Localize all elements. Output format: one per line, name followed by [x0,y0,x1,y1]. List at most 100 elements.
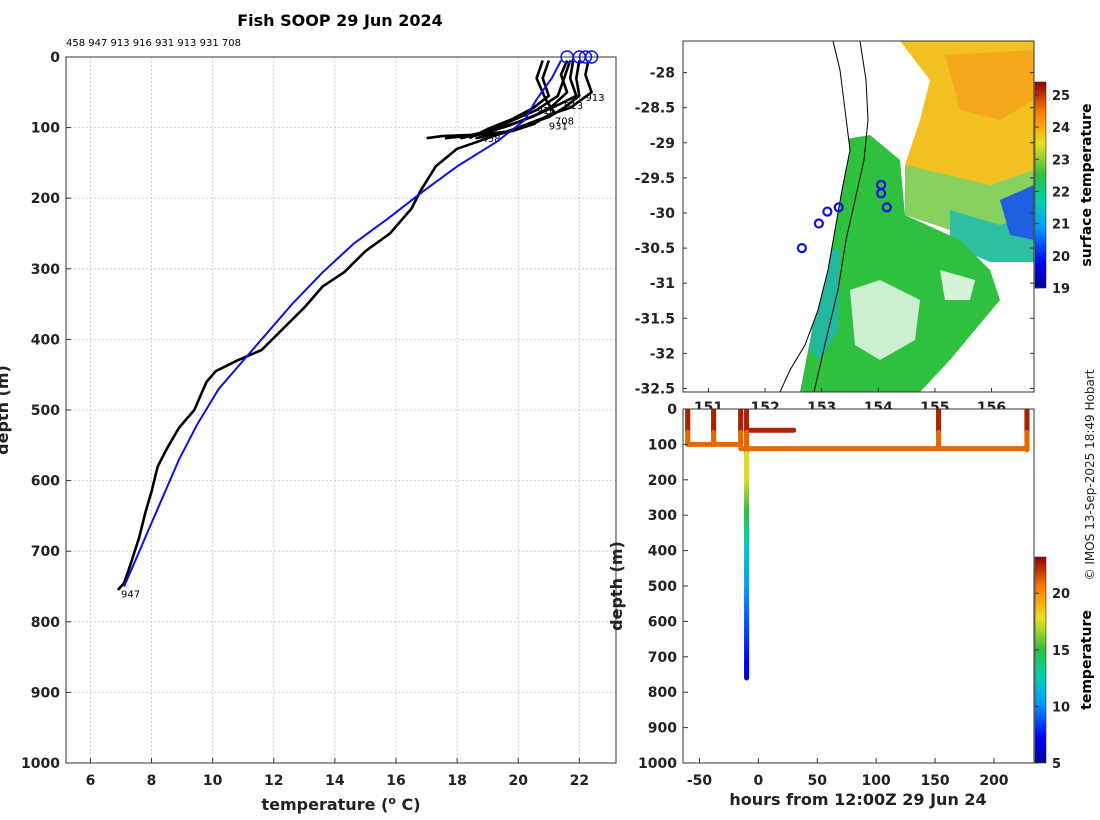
depth-time-x-tick-label: -50 [687,773,713,789]
profile-x-tick-label: 6 [86,773,96,789]
profile-x-tick-label: 8 [147,773,157,789]
profile-drop-marker [578,50,593,64]
map-y-ticks: -28 -28.5 -29 -29.5 -30 -30.5 -31 -31.5 -32 -32.5 [635,66,1034,397]
profile-line-label: 931 [549,121,568,132]
profile-top-ids: 458 947 913 916 931 913 931 708 [66,38,241,49]
profile-line-label: 913 [564,101,583,112]
map-colorbar-ticks: 19 20 21 22 23 24 25 [1035,89,1070,297]
profile-x-tick-label: 16 [386,773,405,789]
depth-time-colorbar-tick-label: 5 [1052,757,1061,772]
profile-x-tick-label: 12 [264,773,283,789]
profile-line-climatology [123,60,562,587]
map-drop-location [876,188,887,199]
map-axes-frame [682,40,1035,393]
figure-title: Fish SOOP 29 Jun 2024 [237,11,443,30]
map-y-tick-label: -28 [650,66,675,82]
depth-time-y-tick-label: 200 [648,473,677,489]
depth-time-colorbar-label: temperature [1079,610,1095,710]
profile-y-tick-label: 500 [31,403,60,419]
sst-warmest-region [945,50,1034,120]
map-drop-location [813,218,824,229]
depth-time-y-ticks: 0 100 200 300 400 500 600 700 800 900 1000 [638,402,688,772]
surface-temperature-map-panel: 151 152 153 154 155 156 -28-28.5-29-29.5-30-3… [635,40,1095,416]
depth-time-x-label: hours from 12:00Z 29 Jun 24 [729,790,986,809]
map-colorbar [1034,81,1047,289]
map-drop-location [822,206,833,217]
map-colorbar-tick-label: 22 [1052,185,1070,200]
map-colorbar-tick-label: 24 [1052,121,1070,136]
map-y-tick-label: -30 [650,206,676,222]
depth-time-y-tick-label: 700 [648,650,677,666]
profile-drop-markers [560,50,599,64]
profile-y-tick-label: 0 [50,50,60,66]
depth-time-y-tick-label: 100 [648,437,677,453]
depth-time-x-tick-label: 100 [862,773,891,789]
map-y-tick-label: -29.5 [635,171,675,187]
profile-line-947 [116,60,557,591]
profile-x-label: temperature (o C) [261,794,420,815]
depth-time-x-tick-label: 200 [979,773,1008,789]
depth-time-x-tick-label: 50 [808,773,828,789]
depth-time-x-ticks: -50 0 50 100 150 200 [687,758,1009,789]
profile-line-label: 913 [585,93,604,104]
map-y-tick-label: -31.5 [635,311,675,327]
depth-time-colorbar-tick-label: 15 [1052,644,1070,659]
depth-time-x-tick-label: 0 [754,773,764,789]
coastline [779,41,851,392]
map-colorbar-tick-label: 20 [1052,250,1070,265]
depth-time-casts [685,409,1030,681]
map-y-tick-label: -31 [650,276,675,292]
map-colorbar-tick-label: 21 [1052,218,1070,233]
temperature-profile-panel: 6 8 10 12 14 16 18 20 22 0 100 200 300 400 500 600 700 8… [0,38,617,815]
map-y-tick-label: -32 [650,346,675,362]
depth-time-colorbar-tick-label: 20 [1052,587,1070,602]
profile-drop-marker [584,50,599,64]
profile-y-tick-label: 200 [31,191,60,207]
profile-gridlines [66,57,616,763]
map-y-tick-label: -28.5 [635,101,675,117]
map-y-tick-label: -30.5 [635,241,675,257]
depth-time-y-tick-label: 800 [648,685,677,701]
map-drop-location [833,202,844,213]
credit-text: © IMOS 13-Sep-2025 18:49 Hobart [1083,369,1097,580]
depth-time-y-label: depth (m) [607,541,626,631]
profile-x-tick-label: 10 [203,773,223,789]
profile-y-tick-label: 800 [31,615,60,631]
shelf-contour [813,41,869,392]
profile-y-tick-label: 400 [31,332,60,348]
depth-time-y-tick-label: 300 [648,508,677,524]
profile-x-tick-label: 22 [570,773,589,789]
profile-line-458 [468,60,551,140]
map-drop-location [796,242,807,254]
profile-x-ticks: 6 8 10 12 14 16 18 20 22 [86,758,589,789]
profile-y-label: depth (m) [0,365,12,455]
depth-time-colorbar-tick-label: 10 [1052,700,1070,715]
profile-y-tick-label: 600 [31,474,60,490]
map-drop-locations [796,179,892,254]
depth-time-y-tick-label: 600 [648,614,677,630]
depth-time-y-tick-label: 400 [648,544,677,560]
profile-y-tick-label: 300 [31,262,60,278]
map-colorbar-label: surface temperature [1079,103,1095,266]
map-colorbar-tick-label: 19 [1052,282,1070,297]
depth-time-y-tick-label: 1000 [638,756,677,772]
depth-time-x-tick-label: 150 [920,773,949,789]
profile-y-tick-label: 900 [31,685,60,701]
profile-y-tick-label: 1000 [21,756,60,772]
depth-time-y-tick-label: 0 [667,402,677,418]
profile-line-label: 947 [121,590,140,601]
profile-x-tick-label: 18 [447,773,466,789]
sst-coastal-region [800,135,1000,392]
map-y-tick-label: -29 [650,136,675,152]
map-colorbar-tick-label: 25 [1052,89,1070,104]
depth-time-colorbar-ticks: 5 10 15 20 [1035,587,1070,772]
profile-y-tick-label: 100 [31,121,60,137]
profile-line-label: 458 [482,134,501,145]
map-content [683,41,1034,392]
land-area [683,41,850,392]
profile-axes-frame [65,56,617,764]
map-colorbar-tick-label: 23 [1052,153,1070,168]
profile-x-tick-label: 20 [508,773,528,789]
